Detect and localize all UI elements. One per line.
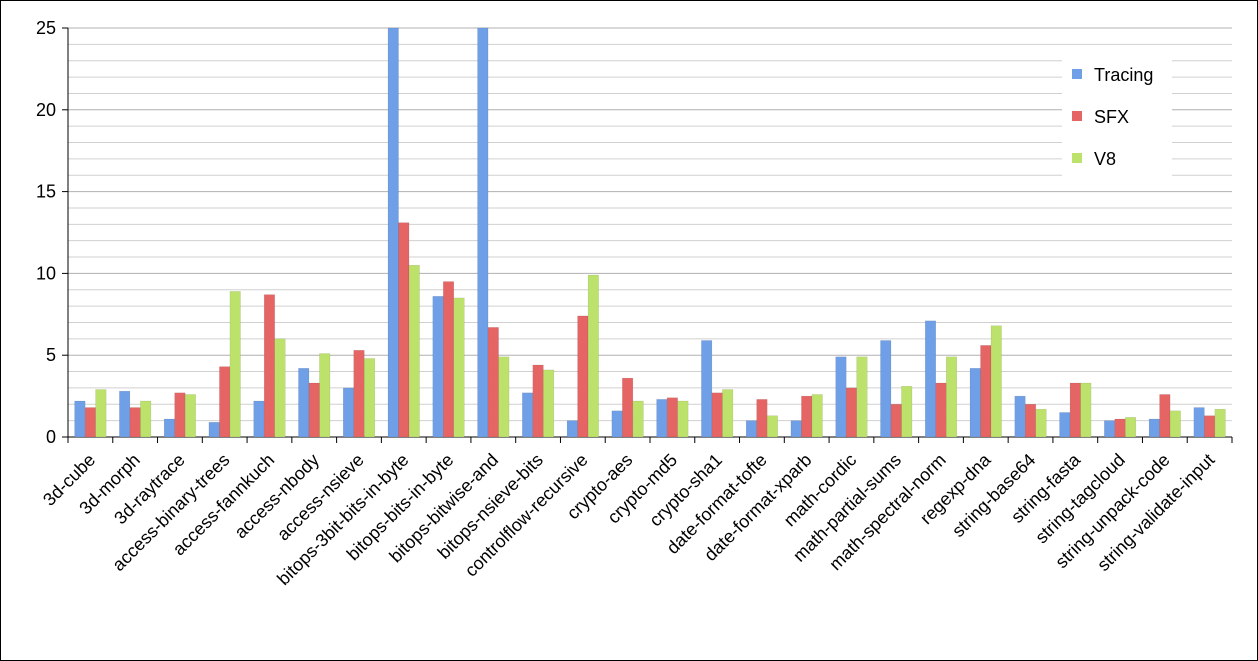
bar <box>935 382 947 438</box>
bar <box>1035 408 1047 438</box>
bar <box>229 291 241 438</box>
bar <box>387 27 399 438</box>
legend-swatch <box>1072 69 1082 79</box>
bar <box>184 394 196 438</box>
bar <box>487 327 499 438</box>
bar <box>845 387 857 438</box>
bar <box>1148 418 1160 438</box>
bar <box>253 400 265 438</box>
bar <box>453 297 465 438</box>
bar <box>208 422 220 438</box>
bar <box>711 392 723 438</box>
y-tick-label: 15 <box>36 182 56 202</box>
bar <box>1114 418 1126 438</box>
bar <box>443 281 455 438</box>
bar <box>174 392 186 438</box>
bar <box>163 418 175 438</box>
bar <box>1059 412 1071 438</box>
bar <box>566 420 578 438</box>
bar <box>298 368 310 438</box>
bar <box>969 368 981 438</box>
bar <box>1193 407 1205 438</box>
bar <box>477 27 489 438</box>
bar <box>308 382 320 438</box>
y-tick-label: 10 <box>36 263 56 283</box>
bar <box>263 294 275 438</box>
bar <box>701 340 713 438</box>
bar <box>1125 417 1137 438</box>
bar <box>722 389 734 438</box>
legend-label: SFX <box>1094 107 1129 127</box>
bar <box>364 358 375 438</box>
bar <box>756 399 768 438</box>
bar <box>611 410 623 438</box>
bar <box>543 369 555 438</box>
legend-label: V8 <box>1094 149 1116 169</box>
bar <box>1214 408 1226 438</box>
bar <box>129 407 141 438</box>
y-tick-label: 0 <box>46 427 56 447</box>
bar <box>432 296 444 438</box>
bar <box>219 366 231 438</box>
bar <box>532 364 544 438</box>
bar <box>498 356 510 438</box>
bar <box>577 315 589 438</box>
bar <box>1069 382 1081 438</box>
bar <box>319 353 331 438</box>
bar <box>398 222 410 438</box>
bar <box>84 407 96 438</box>
bar <box>990 325 1002 438</box>
bar <box>1159 394 1171 438</box>
bar <box>622 377 634 438</box>
bar <box>925 320 936 438</box>
y-tick-label: 25 <box>36 18 56 38</box>
bar <box>980 345 992 438</box>
bar <box>1025 404 1037 438</box>
bar <box>656 399 668 438</box>
bar <box>811 394 823 438</box>
bar <box>1169 410 1181 438</box>
bar <box>587 274 599 438</box>
bar <box>835 356 847 438</box>
bar <box>1014 395 1026 438</box>
bar <box>890 404 902 438</box>
legend-label: Tracing <box>1094 65 1153 85</box>
bar <box>95 389 107 438</box>
bar <box>790 420 802 438</box>
bar <box>766 415 778 438</box>
bar <box>677 400 689 438</box>
legend-swatch <box>1072 153 1082 163</box>
bar <box>119 390 131 438</box>
bar <box>946 356 957 438</box>
bar <box>74 400 86 438</box>
bar <box>745 420 757 438</box>
bar <box>274 338 286 438</box>
bar <box>666 397 678 438</box>
bar <box>632 400 644 438</box>
bar <box>880 340 892 438</box>
bar <box>140 400 152 438</box>
bar <box>353 350 365 438</box>
bar <box>1080 382 1092 438</box>
legend-swatch <box>1072 111 1082 121</box>
y-tick-label: 5 <box>46 345 56 365</box>
bar <box>801 395 813 438</box>
bar <box>856 356 868 438</box>
bar <box>522 392 534 438</box>
y-tick-label: 20 <box>36 100 56 120</box>
bar <box>901 386 913 438</box>
bar <box>343 387 354 438</box>
bar <box>408 264 420 438</box>
bar <box>1204 415 1216 438</box>
bar <box>1104 420 1116 438</box>
